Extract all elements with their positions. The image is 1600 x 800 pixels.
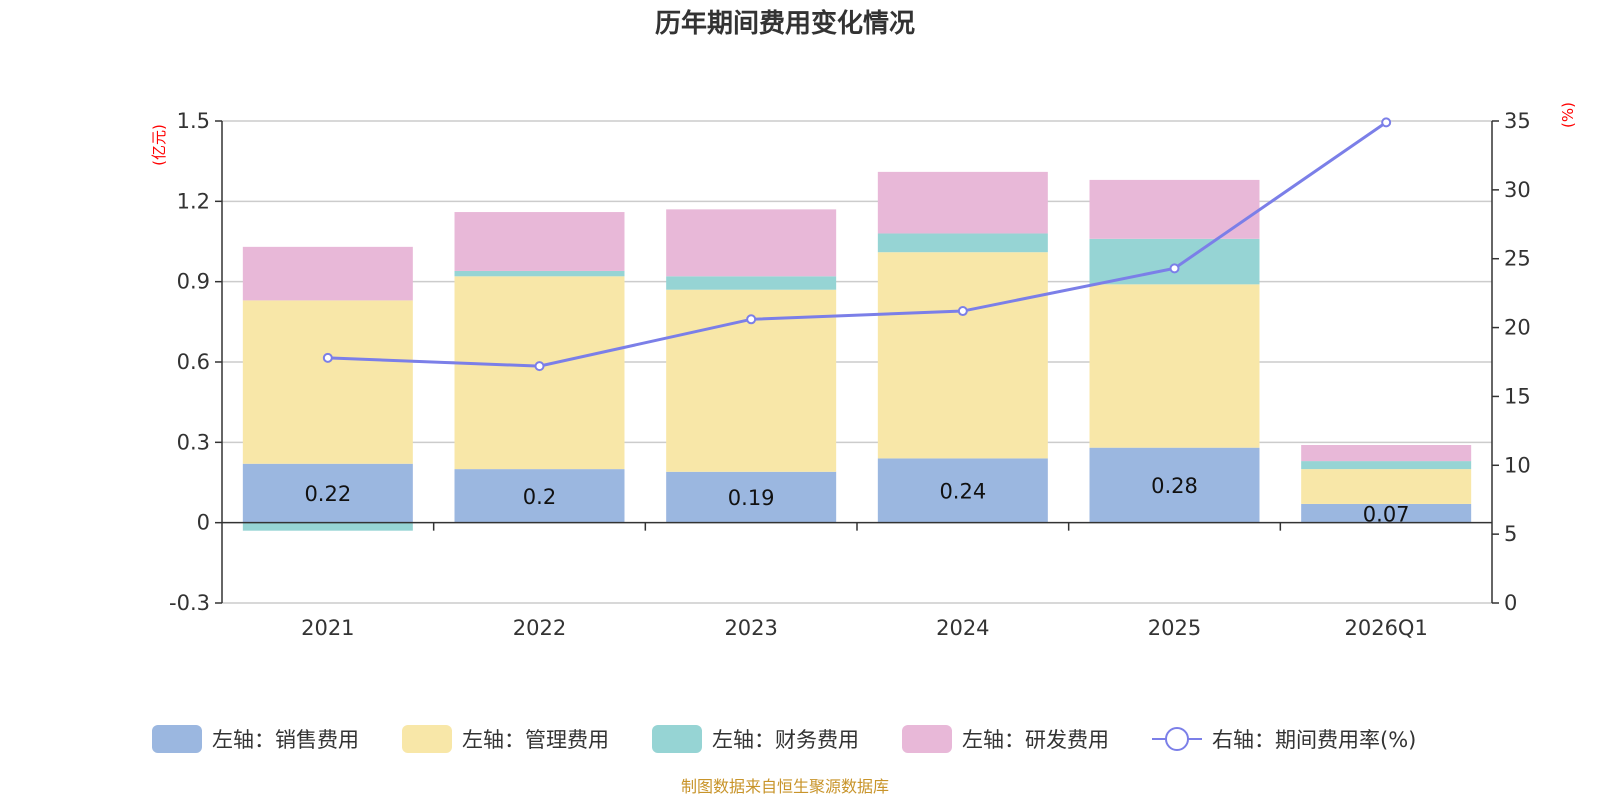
right-tick-label: 25 <box>1504 247 1531 271</box>
legend-item[interactable]: 左轴：财务费用 <box>652 725 859 753</box>
right-tick-label: 20 <box>1504 316 1531 340</box>
bar-segment <box>666 471 837 523</box>
left-tick-label: 0.3 <box>177 430 210 454</box>
bar-segment <box>877 233 1048 253</box>
legend-swatch <box>152 725 202 753</box>
line-point <box>746 314 757 325</box>
x-tick-label: 2023 <box>724 616 777 640</box>
right-axis-unit: (%) <box>1559 102 1577 128</box>
x-tick-label: 2025 <box>1148 616 1201 640</box>
legend: 左轴：销售费用 左轴：管理费用 左轴：财务费用 左轴：研发费用 右轴：期间费用率(%) <box>152 725 1416 753</box>
legend-marker <box>1165 727 1189 751</box>
line-point <box>1169 263 1180 274</box>
right-tick-label: 5 <box>1504 522 1517 546</box>
left-tick-label: -0.3 <box>169 591 210 615</box>
right-tick-label: 0 <box>1504 591 1517 615</box>
bar-segment <box>242 522 413 531</box>
legend-item[interactable]: 左轴：研发费用 <box>902 725 1109 753</box>
data-labels: 0.22 0.2 0.19 0.24 0.28 0.07 <box>304 474 1409 526</box>
data-label: 0.22 <box>304 482 351 506</box>
bar-segment <box>877 171 1048 234</box>
legend-item[interactable]: 右轴：期间费用率(%) <box>1152 727 1416 752</box>
left-tick-label: 1.5 <box>177 109 210 133</box>
legend-swatch <box>652 725 702 753</box>
x-tick-label: 2022 <box>513 616 566 640</box>
bar-segment <box>242 463 413 523</box>
data-label: 0.19 <box>728 486 775 510</box>
bar-segment <box>1301 503 1472 523</box>
line-point <box>957 306 968 317</box>
bar-segment <box>1301 469 1472 504</box>
x-tick-label: 2021 <box>301 616 354 640</box>
legend-label: 左轴：研发费用 <box>962 728 1109 752</box>
x-tick-label: 2024 <box>936 616 989 640</box>
line-point <box>534 361 545 372</box>
bar-segment <box>1301 461 1472 470</box>
line-point <box>322 352 333 363</box>
line-point <box>1381 117 1392 128</box>
left-tick-label: 0.6 <box>177 350 210 374</box>
legend-swatch <box>402 725 452 753</box>
bar-segment <box>454 469 625 523</box>
bar-segment <box>666 276 837 290</box>
right-tick-label: 15 <box>1504 384 1531 408</box>
left-axis-unit: (亿元) <box>150 124 168 166</box>
data-label: 0.07 <box>1363 502 1410 526</box>
bar-segment <box>454 212 625 271</box>
bar-segment <box>1089 284 1260 448</box>
bar-segment <box>1089 447 1260 523</box>
left-tick-label: 0 <box>197 511 210 535</box>
right-tick-label: 30 <box>1504 178 1531 202</box>
legend-label: 左轴：财务费用 <box>712 728 859 752</box>
bar-segment <box>666 209 837 277</box>
left-tick-label: 1.2 <box>177 189 210 213</box>
rate-line <box>322 117 1392 372</box>
legend-label: 左轴：管理费用 <box>462 728 609 752</box>
legend-swatch <box>902 725 952 753</box>
left-tick-label: 0.9 <box>177 270 210 294</box>
rate-line-path <box>327 121 1388 368</box>
legend-label: 左轴：销售费用 <box>212 728 359 752</box>
x-tick-label: 2026Q1 <box>1344 616 1427 640</box>
data-label: 0.28 <box>1151 474 1198 498</box>
source-note: 制图数据来自恒生聚源数据库 <box>681 777 889 796</box>
data-label: 0.2 <box>523 485 556 509</box>
legend-item[interactable]: 左轴：管理费用 <box>402 725 609 753</box>
bar-segment <box>1089 238 1260 285</box>
right-tick-label: 10 <box>1504 453 1531 477</box>
bar-segment <box>242 246 413 301</box>
data-label: 0.24 <box>939 480 986 504</box>
bar-segment <box>877 458 1048 523</box>
chart-title: 历年期间费用变化情况 <box>655 8 915 39</box>
bar-segment <box>1301 445 1472 462</box>
bars <box>242 171 1472 531</box>
bar-segment <box>454 276 625 470</box>
right-tick-label: 35 <box>1504 109 1531 133</box>
legend-item[interactable]: 左轴：销售费用 <box>152 725 359 753</box>
bar-segment <box>877 252 1048 459</box>
legend-label: 右轴：期间费用率(%) <box>1212 728 1416 752</box>
bar-segment <box>454 270 625 277</box>
bar-segment <box>242 300 413 464</box>
bar-segment <box>1089 179 1260 239</box>
